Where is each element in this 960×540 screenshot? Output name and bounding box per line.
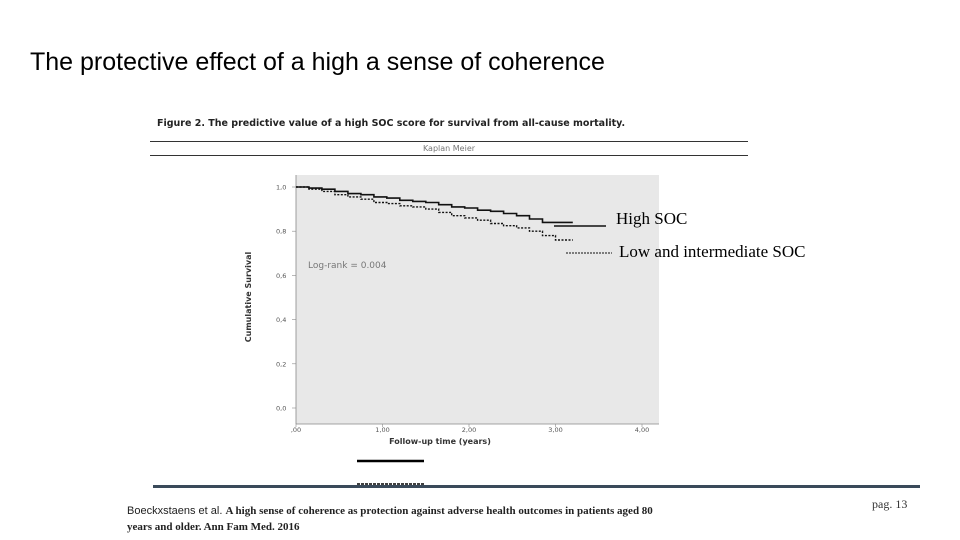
citation-authors: Boeckxstaens et al. xyxy=(127,505,223,517)
x-tick-label: ,00 xyxy=(291,426,301,434)
citation-title-line1: A high sense of coherence as protection … xyxy=(225,505,653,517)
y-tick-label: 0,8 xyxy=(276,228,286,236)
slide-title: The protective effect of a high a sense … xyxy=(30,48,605,76)
high-soc-curve xyxy=(296,186,573,224)
x-tick-label: 2,00 xyxy=(462,426,476,434)
citation: Boeckxstaens et al. A high sense of cohe… xyxy=(127,503,747,535)
y-tick-label: 0,4 xyxy=(276,316,286,324)
y-tick-label: 1,0 xyxy=(276,184,286,192)
page-number: pag. 13 xyxy=(872,497,908,511)
logrank-annotation: Log-rank = 0.004 xyxy=(308,261,387,271)
x-tick-label: 4,00 xyxy=(635,426,649,434)
plot-background xyxy=(296,175,659,424)
caption-rule-bottom xyxy=(150,155,748,156)
legend-low-intermediate-soc: Low and intermediate SOC xyxy=(619,242,806,261)
caption-rule-top xyxy=(150,141,748,142)
figure-caption: Figure 2. The predictive value of a high… xyxy=(157,118,626,129)
legend-high-soc: High SOC xyxy=(616,209,688,228)
y-axis-title: Cumulative Survival xyxy=(244,252,253,343)
footer-bar xyxy=(153,485,920,488)
y-tick-label: 0,6 xyxy=(276,272,286,280)
y-axis-ticks: 0,0 0,2 0,4 0,6 0,8 1,0 xyxy=(276,184,296,413)
kaplan-meier-header: Kaplan Meier xyxy=(422,144,476,153)
y-tick-label: 0,2 xyxy=(276,360,286,368)
x-axis-title: Follow-up time (years) xyxy=(389,437,491,446)
citation-title-line2: years and older. Ann Fam Med. 2016 xyxy=(127,521,300,533)
x-axis-ticks: ,00 1,00 2,00 3,00 4,00 xyxy=(291,424,649,434)
y-tick-label: 0,0 xyxy=(276,405,286,413)
x-tick-label: 1,00 xyxy=(375,426,389,434)
low-intermediate-soc-curve xyxy=(296,186,573,241)
x-tick-label: 3,00 xyxy=(548,426,562,434)
